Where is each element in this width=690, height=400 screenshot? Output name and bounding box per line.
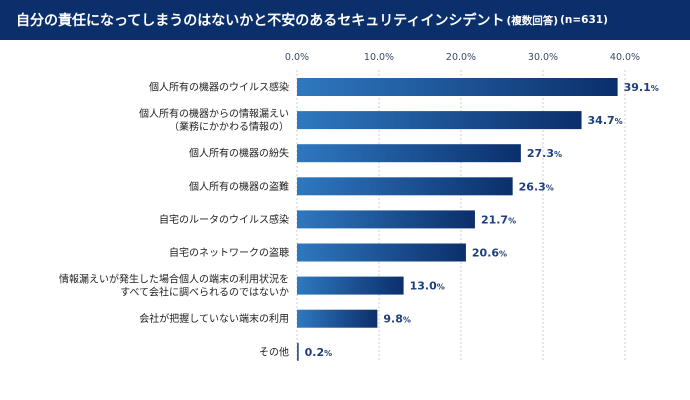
chart-title-note: (複数回答) — [506, 14, 559, 27]
value-label: 13.0% — [410, 280, 445, 293]
x-tick-label: 30.0% — [528, 52, 558, 63]
category-label-line: 自宅のルータのウイルス感染 — [159, 213, 289, 226]
category-label: 個人所有の機器のウイルス感染 — [149, 81, 289, 94]
value-label: 21.7% — [481, 213, 516, 226]
x-tick-label: 10.0% — [364, 52, 394, 63]
value-unit: % — [508, 216, 516, 225]
category-label: 自宅のネットワークの盗聴 — [169, 246, 289, 259]
value-label: 34.7% — [588, 114, 623, 127]
category-label: 個人所有の機器の盗難 — [189, 180, 289, 193]
bar-chart: 0.0% 10.0% 20.0% 30.0% 40.0% 個人所有の機器のウイルス感染 39… — [59, 52, 659, 362]
bar — [297, 342, 299, 361]
category-label-line: 個人所有の機器の紛失 — [189, 147, 289, 160]
value-label: 27.3% — [527, 147, 562, 160]
bar — [297, 309, 378, 328]
chart-sample-size: (n=631) — [560, 14, 608, 26]
value-label: 9.8% — [383, 313, 411, 326]
category-label-line: 自宅のネットワークの盗聴 — [169, 246, 289, 259]
value-label: 39.1% — [624, 81, 659, 94]
bar — [297, 111, 582, 130]
value-unit: % — [437, 283, 445, 292]
category-label-line: 個人所有の機器の盗難 — [189, 180, 289, 193]
x-tick-label: 0.0% — [285, 52, 309, 63]
chart-title-bar: 自分の責任になってしまうのはないかと不安のあるセキュリティインシデント (複数回… — [0, 0, 690, 40]
bar — [297, 144, 521, 163]
category-label: 個人所有の機器の紛失 — [189, 147, 289, 160]
value-unit: % — [651, 84, 659, 93]
value-label: 26.3% — [519, 180, 554, 193]
value-unit: % — [554, 150, 562, 159]
x-tick-label: 40.0% — [610, 52, 640, 63]
category-label-line: 個人所有の機器のウイルス感染 — [149, 81, 289, 94]
category-label: 情報漏えいが発生した場合個人の端末の利用状況をすべて会社に調べられるのではないか — [59, 273, 289, 299]
category-label-line: 情報漏えいが発生した場合個人の端末の利用状況を — [59, 273, 289, 286]
value-unit: % — [403, 316, 411, 325]
value-unit: % — [546, 183, 554, 192]
bar — [297, 210, 475, 229]
value-unit: % — [499, 250, 507, 259]
category-label-line: （業務にかかわる情報の） — [169, 120, 289, 133]
chart-title: 自分の責任になってしまうのはないかと不安のあるセキュリティインシデント — [16, 13, 505, 29]
bar — [297, 243, 466, 262]
value-unit: % — [324, 349, 332, 358]
category-label: 自宅のルータのウイルス感染 — [159, 213, 289, 226]
category-label: その他 — [259, 345, 289, 358]
x-tick-label: 20.0% — [446, 52, 476, 63]
category-label-line: すべて会社に調べられるのではないか — [120, 286, 289, 299]
value-label: 0.2% — [305, 346, 333, 359]
category-label-line: 会社が把握していない端末の利用 — [139, 312, 289, 325]
category-label-line: その他 — [259, 345, 289, 358]
bar — [297, 177, 513, 196]
bar — [297, 276, 404, 295]
category-label-line: 個人所有の機器からの情報漏えい — [139, 107, 289, 120]
bar — [297, 78, 618, 96]
category-label: 会社が把握していない端末の利用 — [139, 312, 289, 325]
value-label: 20.6% — [472, 247, 507, 260]
category-label: 個人所有の機器からの情報漏えい（業務にかかわる情報の） — [139, 107, 289, 133]
value-unit: % — [615, 117, 623, 126]
